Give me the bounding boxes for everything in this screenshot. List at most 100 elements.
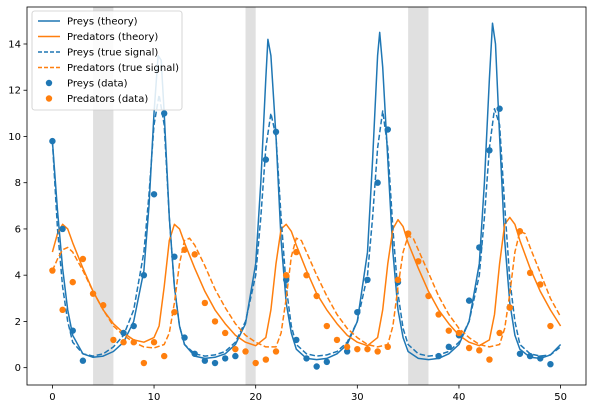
- predators-data-point: [100, 302, 107, 309]
- preys-data-point: [191, 350, 198, 357]
- predators-theory-line: [51, 216, 562, 347]
- predators-data-point: [384, 343, 392, 351]
- predators-data-point: [181, 246, 188, 253]
- series-layer: [49, 22, 562, 370]
- preys-data-point: [486, 147, 493, 154]
- predators-data-point: [455, 329, 463, 337]
- preys-data-point: [537, 355, 544, 362]
- preys-data-point: [303, 355, 310, 362]
- predators-data-point: [496, 329, 503, 337]
- preys-data-point: [323, 358, 331, 366]
- preys-data-point: [465, 297, 473, 304]
- y-tick-label: 2: [15, 317, 21, 328]
- preys-data-points: [49, 105, 554, 370]
- predators-data-point: [323, 322, 331, 330]
- preys-data-point: [69, 327, 76, 334]
- predators-data-point: [516, 228, 524, 235]
- predators-data-point: [150, 339, 158, 346]
- preys-true-signal-line: [51, 94, 562, 357]
- legend-label-preys-true-signal: Preys (true signal): [67, 48, 158, 59]
- preys-data-point: [130, 322, 137, 330]
- preys-data-point: [445, 343, 452, 351]
- predators-data-point: [506, 304, 513, 311]
- predators-data-point: [211, 318, 219, 325]
- predators-data-point: [313, 292, 320, 300]
- predators-data-point: [221, 329, 229, 337]
- preys-data-point: [343, 348, 351, 355]
- x-tick-label: 10: [148, 392, 161, 403]
- predators-data-point: [120, 339, 127, 346]
- shaded-region-2: [245, 7, 256, 385]
- preys-data-point: [293, 336, 300, 344]
- preys-data-point: [374, 179, 381, 186]
- predators-data-point: [242, 348, 249, 355]
- y-tick-label: 10: [8, 132, 21, 143]
- preys-data-point: [161, 110, 168, 117]
- preys-data-point: [232, 352, 239, 360]
- preys-data-point: [181, 334, 188, 341]
- predators-data-point: [282, 271, 290, 279]
- x-tick-label: 50: [554, 392, 567, 403]
- y-tick-label: 4: [15, 271, 21, 282]
- preys-data-point: [547, 360, 554, 368]
- predators-data-point: [343, 343, 351, 351]
- predators-data-point: [425, 292, 432, 300]
- preys-data-point: [354, 308, 361, 316]
- predators-data-point: [333, 336, 341, 344]
- predators-data-point: [435, 311, 442, 318]
- predators-data-point: [59, 306, 66, 314]
- legend-label-preys-data: Preys (data): [67, 79, 128, 90]
- x-tick-label: 40: [453, 392, 466, 403]
- predators-data-point: [140, 359, 148, 367]
- y-tick-label: 0: [15, 363, 21, 374]
- preys-data-point: [79, 357, 87, 364]
- legend-marker-preys-data: [45, 79, 53, 87]
- preys-data-point: [435, 352, 442, 360]
- x-tick-label: 0: [49, 392, 55, 403]
- legend-label-predators-true-signal: Predators (true signal): [67, 63, 179, 74]
- predators-data-point: [161, 352, 168, 360]
- axis-ticks: 0 10 20 30 40 50 0 2 4 6 8 10 12 14: [8, 39, 567, 403]
- predators-data-point: [404, 230, 412, 237]
- preys-data-point: [496, 105, 503, 112]
- predators-true-signal-line: [51, 230, 562, 349]
- predators-data-point: [415, 258, 422, 265]
- predators-data-point: [171, 308, 178, 316]
- predators-data-point: [354, 345, 361, 353]
- predators-data-point: [79, 255, 87, 263]
- predators-data-point: [465, 344, 473, 352]
- predators-data-point: [486, 356, 493, 363]
- plot-frame: [26, 6, 587, 386]
- predators-data-point: [262, 356, 270, 363]
- y-tick-label: 6: [15, 224, 21, 235]
- legend-label-predators-theory: Predators (theory): [67, 32, 158, 43]
- preys-data-point: [211, 359, 219, 367]
- predators-data-point: [252, 359, 259, 367]
- preys-data-point: [282, 276, 290, 284]
- predators-data-points: [49, 228, 554, 367]
- predators-data-point: [272, 348, 280, 355]
- preys-data-point: [140, 271, 148, 279]
- preys-data-point: [476, 244, 483, 251]
- predators-data-point: [89, 290, 97, 297]
- shaded-region-3: [408, 7, 429, 385]
- preys-theory-line: [51, 22, 562, 361]
- preys-data-point: [526, 352, 534, 360]
- y-tick-label: 8: [15, 178, 21, 189]
- predators-data-point: [476, 347, 483, 354]
- predators-data-point: [445, 327, 452, 334]
- x-tick-label: 30: [351, 392, 364, 403]
- predators-data-point: [293, 248, 300, 256]
- preys-data-point: [49, 137, 56, 145]
- predators-data-point: [191, 251, 198, 258]
- predators-data-point: [303, 271, 310, 279]
- preys-data-point: [171, 253, 178, 260]
- legend-box: [31, 10, 183, 111]
- preys-data-point: [364, 276, 371, 284]
- predators-data-point: [130, 339, 137, 346]
- y-tick-label: 12: [8, 86, 21, 97]
- predators-data-point: [547, 322, 554, 330]
- preys-data-point: [272, 128, 280, 136]
- predators-data-point: [201, 299, 209, 307]
